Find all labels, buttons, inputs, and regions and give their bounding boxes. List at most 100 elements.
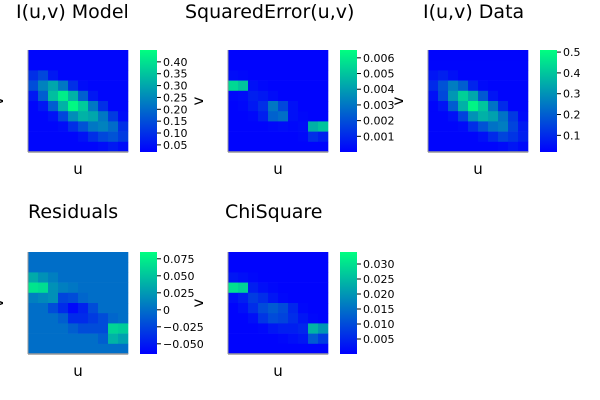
heatmap-cell xyxy=(58,60,69,71)
heatmap-cell xyxy=(448,141,459,153)
heatmap-cell xyxy=(88,333,99,345)
heatmap-cell xyxy=(58,101,69,112)
heatmap-cell xyxy=(308,313,319,324)
heatmap-cell xyxy=(258,90,269,102)
heatmap-cell xyxy=(118,343,129,355)
heatmap-cell xyxy=(288,313,299,324)
colorbar-tick-label: 0.020 xyxy=(363,288,395,301)
heatmap-cell xyxy=(248,121,259,132)
heatmap-cell xyxy=(488,111,499,122)
heatmap-cell xyxy=(118,323,129,334)
heatmap-cell xyxy=(98,70,109,81)
heatmap-cell xyxy=(118,90,129,102)
heatmap-cell xyxy=(438,121,449,132)
heatmap-cell xyxy=(268,252,279,263)
heatmap-cell xyxy=(268,80,279,92)
heatmap-cell xyxy=(308,121,319,132)
heatmap-cell xyxy=(248,262,259,273)
heatmap-cell xyxy=(478,121,489,132)
heatmap-cell xyxy=(48,60,59,71)
heatmap-cell xyxy=(228,121,239,132)
heatmap-cell xyxy=(508,111,519,122)
heatmap-cell xyxy=(58,292,69,304)
heatmap-cell xyxy=(98,50,109,61)
heatmap-cell xyxy=(108,323,119,334)
heatmap-cell xyxy=(238,60,249,71)
heatmap-cell xyxy=(288,272,299,283)
colorbar-tick-label: 0.002 xyxy=(363,115,395,128)
heatmap-cell xyxy=(468,111,479,122)
heatmap-cell xyxy=(38,303,49,314)
heatmap-cell xyxy=(48,131,59,143)
heatmap-cell xyxy=(298,90,309,102)
colorbar-tick-label: 0.025 xyxy=(363,273,395,286)
heatmap-cell xyxy=(268,131,279,143)
heatmap-cell xyxy=(268,141,279,153)
heatmap-cell xyxy=(88,131,99,143)
heatmap-cell xyxy=(28,111,39,122)
heatmap-cell xyxy=(508,141,519,153)
heatmap-cell xyxy=(458,60,469,71)
heatmap-cell xyxy=(68,323,79,334)
colorbar xyxy=(140,252,157,354)
heatmap-cell xyxy=(228,313,239,324)
heatmap-cell xyxy=(28,323,39,334)
chart-title: Residuals xyxy=(28,201,118,223)
heatmap-cell xyxy=(118,121,129,132)
heatmap-cell xyxy=(28,333,39,345)
heatmap-cell xyxy=(38,313,49,324)
heatmap-cell xyxy=(68,90,79,102)
heatmap-cell xyxy=(438,101,449,112)
heatmap-cell xyxy=(248,313,259,324)
heatmap-cell xyxy=(108,101,119,112)
heatmap-cell xyxy=(228,141,239,153)
heatmap-cell xyxy=(48,313,59,324)
heatmap-cell xyxy=(228,80,239,92)
heatmap-cell xyxy=(228,111,239,122)
heatmap-cell xyxy=(28,131,39,143)
heatmap-cell xyxy=(68,252,79,263)
colorbar-tick-label: 0.30 xyxy=(163,80,188,93)
heatmap-cell xyxy=(98,80,109,92)
heatmap-cell xyxy=(458,70,469,81)
heatmap-cell xyxy=(478,60,489,71)
heatmap-cell xyxy=(118,70,129,81)
heatmap-cell xyxy=(258,292,269,304)
heatmap-cell xyxy=(438,70,449,81)
heatmap-cell xyxy=(308,101,319,112)
heatmap-cell xyxy=(38,121,49,132)
heatmap-cell xyxy=(308,90,319,102)
heatmap-cell xyxy=(498,101,509,112)
heatmap-cell xyxy=(248,303,259,314)
heatmap-cell xyxy=(278,333,289,345)
heatmap-cell xyxy=(288,141,299,153)
heatmap-cell xyxy=(308,272,319,283)
heatmap-cell xyxy=(288,50,299,61)
heatmap-cell xyxy=(228,131,239,143)
heatmap-cell xyxy=(438,60,449,71)
heatmap-cell xyxy=(48,90,59,102)
heatmap-cell xyxy=(48,272,59,283)
chart-title: I(u,v) Data xyxy=(423,1,524,23)
heatmap-cell xyxy=(518,121,529,132)
heatmap-cell xyxy=(278,303,289,314)
heatmap-cell xyxy=(38,101,49,112)
heatmap-cell xyxy=(428,70,439,81)
heatmap-cell xyxy=(58,252,69,263)
heatmap-cell xyxy=(108,80,119,92)
heatmap-cell xyxy=(448,80,459,92)
colorbar-tick-label: 0.010 xyxy=(363,318,395,331)
heatmap-cell xyxy=(48,101,59,112)
heatmap-cell xyxy=(258,101,269,112)
heatmap-cell xyxy=(258,303,269,314)
heatmap-cell xyxy=(78,343,89,355)
heatmap-cell xyxy=(68,80,79,92)
heatmap-cell xyxy=(518,90,529,102)
heatmap-cell xyxy=(518,50,529,61)
heatmap-cell xyxy=(68,313,79,324)
heatmap-cell xyxy=(38,131,49,143)
heatmap-cell xyxy=(108,111,119,122)
heatmap-cell xyxy=(78,50,89,61)
heatmap-cell xyxy=(98,343,109,355)
